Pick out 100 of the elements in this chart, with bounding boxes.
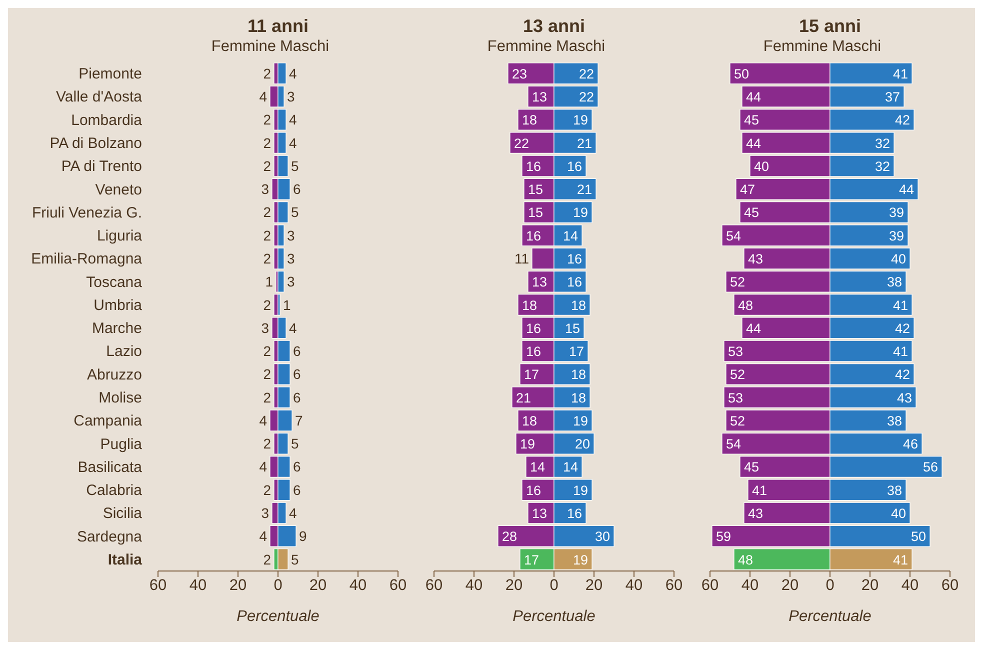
data-label: 4	[289, 65, 297, 82]
data-label: 16	[566, 274, 582, 290]
data-label: 47	[740, 182, 756, 198]
data-label: 13	[532, 90, 548, 105]
data-label: 38	[886, 274, 902, 290]
series-label: Femmine	[486, 38, 553, 57]
data-label: 2	[263, 436, 272, 452]
data-label: 20	[574, 436, 590, 452]
data-label: 4	[259, 412, 268, 428]
data-label: 53	[728, 344, 744, 360]
data-label: 6	[293, 389, 301, 406]
data-label: 23	[512, 66, 528, 82]
bar	[278, 248, 284, 270]
data-label: 2	[263, 296, 272, 313]
data-label: 4	[259, 528, 268, 544]
chart-title: 13 anni	[522, 16, 586, 38]
data-label: 43	[748, 506, 764, 521]
y-tick-label: Sardegna	[76, 528, 143, 546]
data-label: 40	[890, 506, 906, 521]
data-label: 30	[594, 529, 610, 544]
y-tick-label: PA di Trento	[61, 158, 142, 176]
data-label: 16	[566, 158, 582, 174]
data-label: 28	[502, 529, 518, 544]
data-label: 19	[572, 413, 588, 428]
data-label: 52	[730, 274, 746, 290]
data-label: 15	[528, 182, 544, 198]
y-tick-label: Sicilia	[102, 505, 143, 522]
y-tick-label: Molise	[98, 389, 142, 406]
data-label: 16	[566, 252, 582, 266]
data-label: 18	[570, 367, 586, 382]
data-label: 2	[263, 204, 272, 220]
data-label: 3	[287, 88, 295, 105]
data-label: 53	[728, 390, 744, 406]
data-label: 16	[526, 228, 542, 244]
data-label: 46	[902, 436, 918, 452]
series-label: Maschi	[831, 38, 882, 57]
x-tick-label: 60	[389, 577, 407, 594]
data-label: 2	[263, 551, 272, 568]
data-label: 48	[738, 298, 754, 313]
x-tick-label: 60	[941, 577, 959, 594]
y-tick-label: Campania	[74, 412, 143, 430]
data-label: 6	[293, 181, 301, 198]
x-tick-label: 40	[465, 577, 483, 594]
x-tick-label: 40	[189, 577, 207, 594]
data-label: 9	[299, 528, 307, 544]
data-label: 39	[888, 205, 904, 220]
data-label: 17	[524, 552, 540, 568]
x-tick-label: 20	[229, 577, 247, 594]
data-label: 2	[263, 227, 272, 244]
y-tick-label: Basilicata	[78, 458, 143, 476]
data-label: 4	[289, 320, 297, 336]
data-label: 54	[726, 436, 742, 452]
data-label: 39	[888, 228, 904, 244]
data-label: 18	[522, 112, 538, 128]
data-label: 32	[874, 158, 890, 174]
data-label: 45	[744, 112, 760, 128]
data-label: 59	[716, 529, 732, 544]
data-label: 3	[261, 505, 270, 521]
data-label: 41	[892, 344, 908, 360]
data-label: 13	[532, 506, 548, 521]
data-label: 41	[892, 552, 908, 568]
data-label: 4	[289, 134, 297, 151]
data-label: 40	[890, 252, 906, 266]
data-label: 2	[263, 158, 272, 174]
data-label: 5	[291, 551, 299, 568]
y-tick-label: PA di Bolzano	[50, 134, 142, 152]
x-tick-label: 20	[585, 577, 603, 594]
data-label: 14	[530, 460, 546, 475]
data-label: 2	[263, 134, 272, 151]
x-tick-label: 60	[425, 577, 443, 594]
y-tick-label: Valle d'Aosta	[56, 88, 143, 106]
data-label: 38	[886, 482, 902, 498]
data-label: 44	[746, 90, 762, 105]
y-tick-label: Liguria	[96, 228, 143, 245]
data-label: 4	[289, 505, 297, 521]
data-label: 41	[892, 298, 908, 313]
data-label: 18	[570, 390, 586, 406]
x-tick-label: 20	[505, 577, 523, 594]
data-label: 43	[896, 390, 912, 406]
x-tick-label: 40	[901, 577, 919, 594]
data-label: 16	[526, 320, 542, 336]
data-label: 7	[295, 412, 303, 428]
data-label: 44	[746, 136, 762, 151]
data-label: 17	[568, 344, 584, 360]
data-label: 45	[744, 205, 760, 220]
data-label: 45	[744, 460, 760, 475]
x-tick-label: 60	[701, 577, 719, 594]
data-label: 14	[562, 228, 578, 244]
data-label: 5	[291, 436, 299, 452]
data-label: 41	[752, 482, 768, 498]
x-axis-title: Percentuale	[512, 608, 596, 625]
data-label: 37	[884, 90, 900, 105]
data-label: 16	[526, 344, 542, 360]
data-label: 11	[514, 250, 530, 266]
data-label: 50	[734, 66, 750, 82]
data-label: 2	[263, 65, 272, 82]
data-label: 19	[572, 552, 588, 568]
data-label: 32	[874, 136, 890, 151]
x-tick-label: 20	[861, 577, 879, 594]
y-tick-label: Calabria	[86, 482, 143, 500]
